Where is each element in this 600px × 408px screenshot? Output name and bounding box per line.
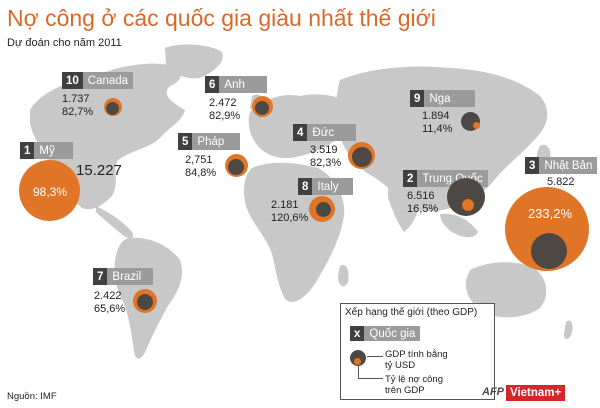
legend-debt-line2: trên GDP (385, 385, 425, 396)
debt-value-japan: 233,2% (527, 206, 573, 221)
legend-gdp-line1: GDP tính bằng (385, 349, 448, 360)
vietnamplus-logo: Vietnam+ (506, 385, 566, 401)
new-zealand-shape (564, 320, 573, 340)
rank-badge: 10 (62, 72, 83, 89)
gdp-circle-italy (316, 202, 331, 217)
debt-circle-china (462, 199, 474, 211)
gdp-value-japan: 5.822 (547, 176, 575, 188)
source-note: Nguồn: IMF (7, 391, 57, 402)
legend-gdp-text: GDP tính bằng tỷ USD (385, 349, 448, 371)
debt-value: 82,3% (310, 157, 342, 169)
legend-name-sample: Quốc gia (364, 326, 421, 341)
legend-gdp-leader (367, 356, 383, 357)
rank-badge: 1 (20, 142, 35, 159)
debt-value: 82,7% (62, 106, 94, 118)
values-italy: 2.181 120,6% (271, 199, 308, 225)
gdp-value: 2.181 (271, 199, 299, 211)
gdp-value: 1.894 (422, 110, 450, 122)
rank-badge: 2 (403, 170, 418, 187)
country-label-usa: 1 Mỹ (20, 142, 73, 159)
madagascar-shape (338, 264, 349, 287)
page-title: Nợ công ở các quốc gia giàu nhất thế giớ… (7, 5, 436, 31)
southeast-asia-shape (440, 213, 478, 238)
rank-badge: 5 (178, 133, 193, 150)
values-russia: 1.894 11,4% (422, 110, 452, 136)
values-canada: 1.737 82,7% (62, 93, 93, 119)
debt-value: 82,9% (209, 110, 241, 122)
central-america-shape (96, 206, 134, 239)
country-name: Đức (307, 124, 357, 141)
values-germany: 3.519 82,3% (310, 144, 341, 170)
country-name: Anh (219, 76, 267, 93)
rank-badge: 8 (298, 178, 313, 195)
country-name: Nhật Bản (539, 157, 598, 174)
debt-value: 84,8% (185, 167, 217, 179)
legend-debt-leader-v (358, 366, 359, 378)
country-label-italy: 8 Italy (298, 178, 353, 195)
gdp-value: 6.516 (407, 190, 435, 202)
asia-shape (336, 66, 548, 212)
gdp-circle-japan (531, 233, 567, 269)
country-name: Nga (424, 90, 475, 107)
gdp-value-usa: 15.227 (76, 162, 122, 179)
legend-debt-text: Tỷ lệ nợ công trên GDP (385, 374, 443, 396)
country-name: Mỹ (34, 142, 73, 159)
values-brazil: 2.422 65,6% (94, 290, 125, 316)
country-label-germany: 4 Đức (293, 124, 357, 141)
gdp-value: 2.422 (94, 290, 122, 302)
debt-value: 120,6% (271, 212, 309, 224)
legend-debt-leader-h (358, 378, 383, 379)
values-uk: 2.472 82,9% (209, 97, 240, 123)
gdp-circle-uk (255, 101, 269, 115)
country-name: Pháp (192, 133, 241, 150)
gdp-value: 2,751 (185, 154, 213, 166)
country-label-japan: 3 Nhật Bản (525, 157, 598, 174)
debt-value: 11,4% (422, 123, 453, 135)
legend-gdp-line2: tỷ USD (385, 360, 416, 371)
country-label-canada: 10 Canada (62, 72, 134, 89)
country-name: Italy (312, 178, 353, 195)
country-name: Brazil (107, 268, 154, 285)
country-name: Canada (82, 72, 134, 89)
legend-rank-sample: x (350, 326, 365, 341)
rank-badge: 3 (525, 157, 540, 174)
gdp-circle-brazil (137, 294, 153, 310)
legend-debt-line1: Tỷ lệ nợ công (385, 374, 443, 385)
gdp-value: 3.519 (310, 144, 338, 156)
rank-badge: 7 (93, 268, 108, 285)
gdp-value: 2.472 (209, 97, 237, 109)
greenland-shape (165, 44, 223, 79)
debt-value: 65,6% (94, 303, 126, 315)
rank-badge: 4 (293, 124, 308, 141)
country-label-russia: 9 Nga (410, 90, 475, 107)
debt-circle-usa (19, 160, 80, 221)
afp-logo: AFP (482, 386, 504, 398)
values-france: 2,751 84,8% (185, 154, 216, 180)
gdp-circle-france (228, 159, 244, 175)
legend-sample-label: x Quốc gia (350, 326, 421, 341)
rank-badge: 6 (205, 76, 220, 93)
gdp-circle-canada (106, 102, 119, 115)
legend-box: Xếp hạng thế giới (theo GDP) x Quốc gia … (340, 303, 495, 400)
debt-circle-russia (473, 122, 480, 129)
country-label-uk: 6 Anh (205, 76, 267, 93)
rank-badge: 9 (410, 90, 425, 107)
legend-heading: Xếp hạng thế giới (theo GDP) (345, 307, 478, 318)
debt-value-usa: 98,3% (32, 185, 68, 199)
country-label-brazil: 7 Brazil (93, 268, 154, 285)
country-label-france: 5 Pháp (178, 133, 241, 150)
values-china: 6.516 16,5% (407, 190, 438, 216)
debt-value: 16,5% (407, 203, 439, 215)
india-shape (388, 182, 420, 232)
gdp-circle-germany (352, 147, 372, 167)
gdp-value: 1.737 (62, 93, 90, 105)
page-subtitle: Dự đoán cho năm 2011 (7, 37, 122, 49)
legend-debt-circle (354, 358, 361, 365)
